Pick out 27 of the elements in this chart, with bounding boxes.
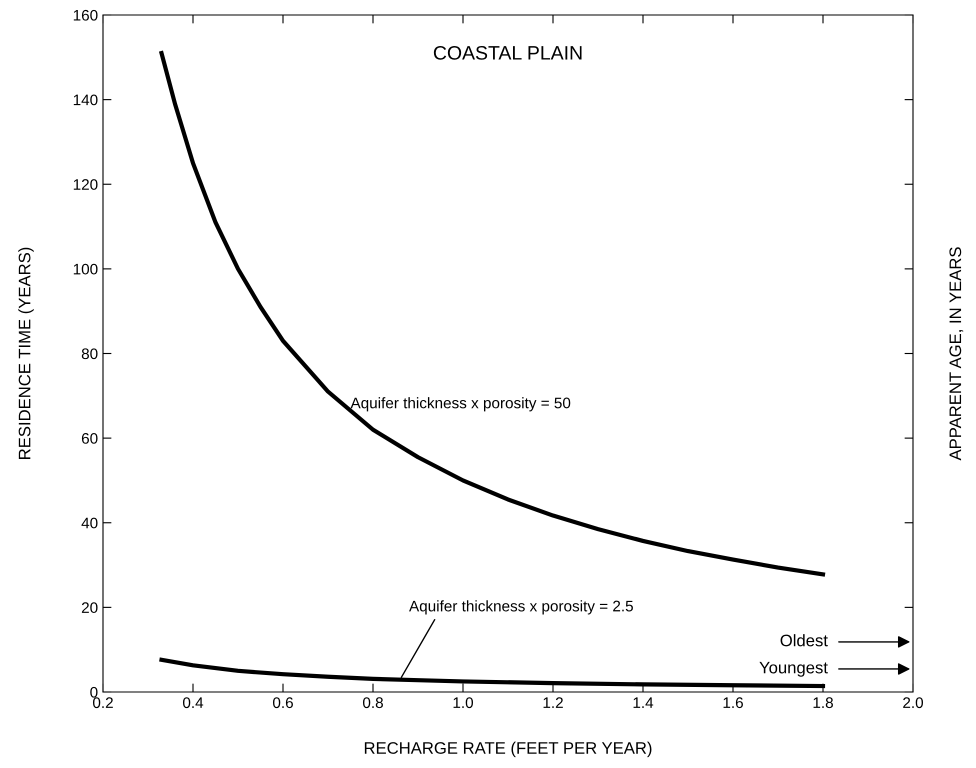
y-tick-label: 120 [74, 179, 98, 190]
annotation: Aquifer thickness x porosity = 50 [350, 397, 570, 412]
y-tick-label: 0 [90, 686, 98, 698]
x-tick-label: 1.6 [724, 697, 743, 708]
y-tick-label: 80 [82, 348, 98, 360]
y-tick-label: 60 [82, 432, 98, 444]
x-tick-label: 1.0 [454, 697, 474, 708]
x-tick-label: 1.4 [634, 697, 654, 708]
x-tick-label: 2.0 [903, 697, 924, 708]
y-tick-label: 100 [74, 264, 98, 275]
y-tick-label: 140 [74, 94, 98, 106]
y-tick-label: 20 [82, 602, 98, 614]
x-tick-label: 1.2 [544, 697, 563, 708]
annotation: Oldest [780, 634, 828, 646]
annotation: Aquifer thickness x porosity = 2.5 [409, 600, 633, 614]
x-tick-label: 0.8 [362, 697, 383, 708]
annotation: Youngest [759, 662, 828, 677]
x-tick-label: 0.6 [272, 697, 293, 708]
y-tick-label: 40 [82, 518, 98, 528]
x-tick-label: 1.8 [814, 697, 833, 708]
y-axis-title: RESIDENCE TIME (YEARS) [18, 248, 34, 459]
x-tick-label: 0.2 [92, 697, 113, 708]
y-tick-label: 160 [74, 10, 98, 21]
x-axis-title: RECHARGE RATE (FEET PER YEAR) [364, 742, 652, 758]
y2-axis-title: APPARENT AGE, IN YEARS [949, 247, 964, 460]
x-tick-label: 0.4 [182, 697, 204, 708]
text: COASTAL PLAIN [434, 46, 582, 60]
